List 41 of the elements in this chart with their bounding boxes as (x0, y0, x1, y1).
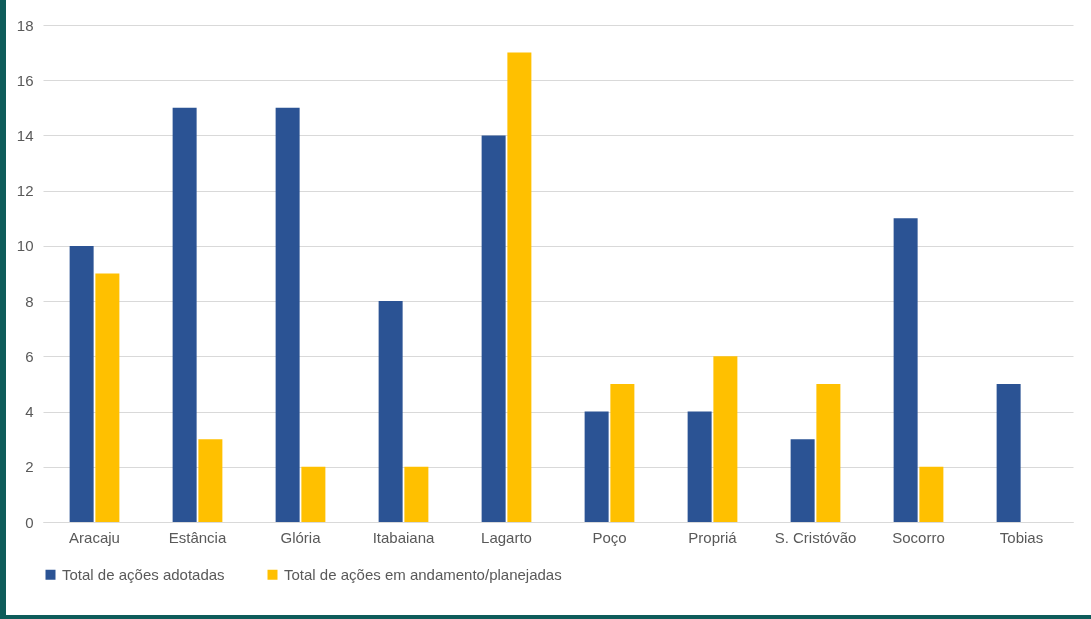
x-tick-label: Propriá (688, 528, 738, 546)
legend-label: Total de ações adotadas (62, 565, 225, 583)
y-tick-label: 8 (25, 292, 34, 310)
bar (816, 383, 841, 522)
x-tick-label: Tobias (999, 528, 1044, 546)
y-tick-label: 2 (25, 458, 34, 476)
x-tick-label: Aracaju (69, 528, 120, 546)
y-tick-label: 14 (16, 126, 34, 144)
x-tick-label: Itabaiana (372, 528, 436, 546)
x-tick-label: Poço (592, 528, 627, 546)
y-tick-label: 10 (16, 237, 34, 255)
x-tick-label: Socorro (892, 528, 945, 546)
bar (198, 439, 223, 522)
bar (172, 107, 197, 522)
x-tick-label: Glória (280, 528, 322, 546)
y-tick-label: 6 (25, 347, 34, 365)
y-tick-label: 18 (16, 16, 34, 34)
bar (301, 466, 326, 522)
x-tick-label: Estância (168, 528, 227, 546)
bar (893, 218, 918, 522)
y-tick-label: 0 (25, 513, 34, 531)
bar (95, 273, 120, 522)
bar (790, 439, 815, 522)
y-tick-label: 12 (16, 182, 34, 200)
bar (378, 301, 403, 522)
legend-label: Total de ações em andamento/planejadas (284, 565, 562, 583)
bar (610, 383, 635, 522)
bar (507, 52, 532, 522)
bar (481, 135, 506, 522)
bar (69, 245, 94, 522)
y-tick-label: 4 (25, 403, 34, 421)
bar (996, 383, 1021, 522)
x-tick-label: S. Cristóvão (774, 528, 857, 546)
bar (404, 466, 429, 522)
y-tick-label: 16 (16, 71, 34, 89)
bar (275, 107, 300, 522)
x-tick-label: Lagarto (481, 528, 532, 546)
bar (713, 356, 738, 522)
bar (919, 466, 944, 522)
bar (584, 411, 609, 522)
bar (687, 411, 712, 522)
